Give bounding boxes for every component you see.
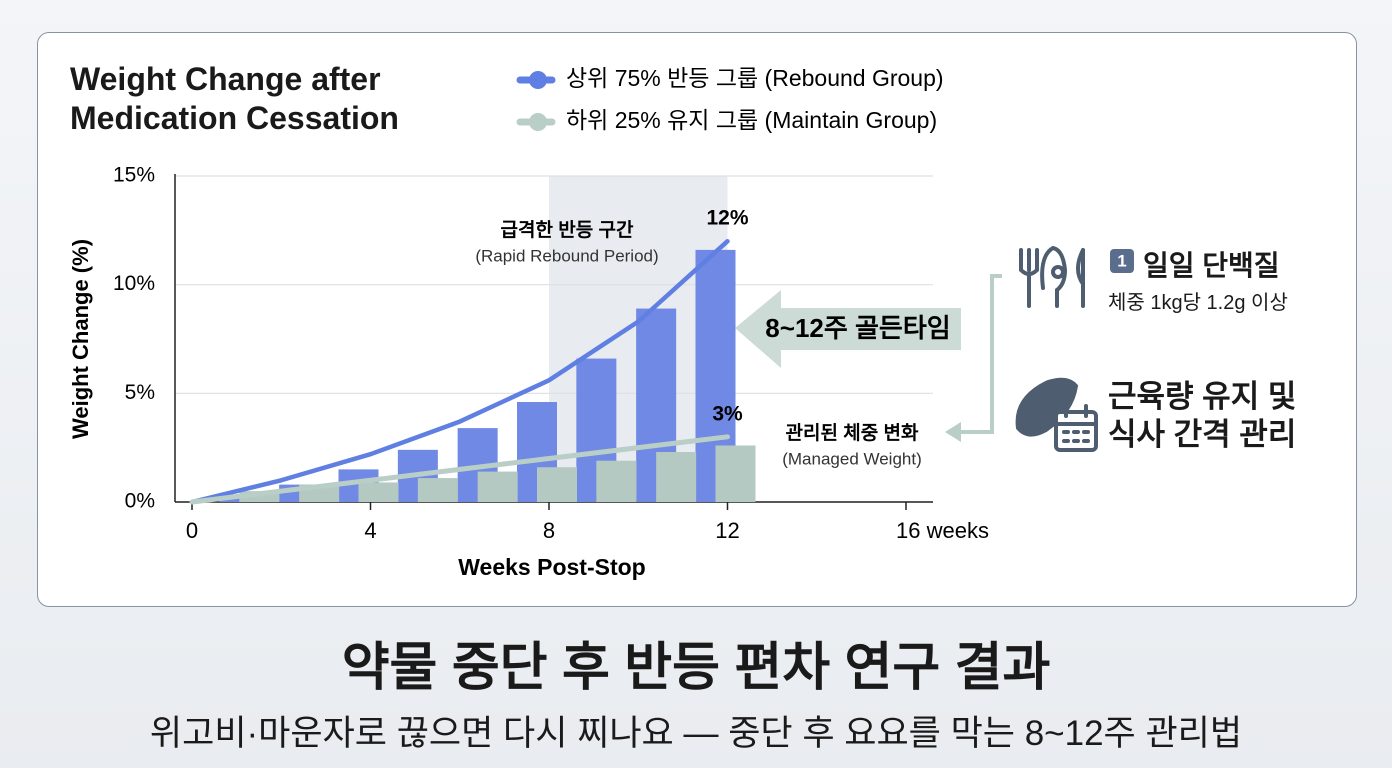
- value-label: 3%: [712, 402, 743, 425]
- x-tick-label: 8: [543, 518, 555, 543]
- managed-sublabel: (Managed Weight): [782, 449, 922, 468]
- line: [189, 434, 730, 505]
- bar: [656, 452, 697, 502]
- legend-dot: [529, 71, 547, 89]
- managed-label: 관리된 체중 변화: [786, 422, 919, 444]
- x-tick-label: 4: [364, 518, 376, 543]
- footer-title: 약물 중단 후 반등 편차 연구 결과: [341, 639, 1051, 697]
- knife-icon: [1076, 248, 1085, 308]
- calendar-grid: [1054, 404, 1098, 443]
- tip-badge-text: 1: [1117, 251, 1126, 270]
- value-label: 12%: [706, 207, 748, 230]
- bone-icon: [1051, 265, 1065, 279]
- bar: [239, 491, 280, 502]
- footer-subtitle: 위고비·마운자로 끊으면 다시 찌나요 — 중단 후 요요를 막는 8~12주 …: [149, 714, 1243, 753]
- golden-time-arrow: [735, 290, 961, 368]
- line: [189, 238, 730, 505]
- x-tick-label: 0: [186, 518, 198, 543]
- y-tick-label: 0%: [125, 490, 155, 513]
- icons: [1015, 245, 1098, 452]
- bar: [537, 467, 577, 502]
- legend-label: 상위 75% 반등 그룹 (Rebound Group): [566, 65, 944, 91]
- tip-title: 근육량 유지 및 식사 간격 관리: [1108, 379, 1297, 452]
- bar: [417, 478, 458, 502]
- tip-text: 체중 1kg당 1.2g 이상: [1108, 292, 1288, 314]
- x-axis-title: Weeks Post-Stop: [458, 554, 645, 580]
- highlight-sublabel: (Rapid Rebound Period): [475, 246, 658, 265]
- steak-icon: [1040, 245, 1068, 308]
- legend-dot: [529, 113, 547, 131]
- y-tick-label: 10%: [113, 272, 155, 295]
- y-tick-label: 5%: [125, 381, 155, 404]
- bar: [715, 445, 756, 502]
- tip-badge: [1110, 249, 1134, 273]
- connector-line: [958, 274, 1002, 434]
- connector-arrowhead: [945, 422, 961, 442]
- muscle-icon: [1015, 377, 1079, 437]
- x-tick-label: 12: [715, 518, 739, 543]
- chart-title: Weight Change after Medication Cessation: [70, 61, 399, 136]
- golden-time-label: 8~12주 골든타임: [765, 313, 950, 343]
- bar: [477, 471, 518, 502]
- y-tick-label: 15%: [113, 164, 155, 187]
- bar: [596, 460, 637, 502]
- y-axis-title: Weight Change (%): [68, 239, 93, 439]
- fork-icon: [1019, 248, 1039, 308]
- legend-label: 하위 25% 유지 그룹 (Maintain Group): [566, 107, 937, 133]
- x-tick-label: 16 weeks: [896, 518, 989, 543]
- bar: [358, 482, 399, 502]
- tip-title: 일일 단백질: [1143, 250, 1280, 281]
- highlight-label: 급격한 반등 구간: [501, 219, 634, 241]
